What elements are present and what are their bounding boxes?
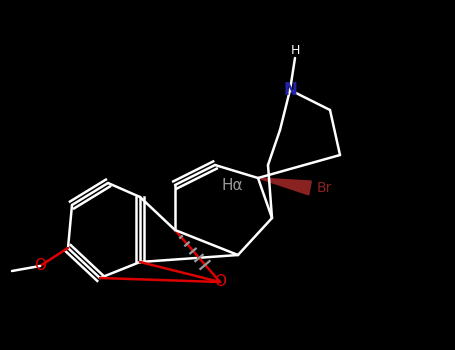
Text: O: O	[214, 274, 226, 289]
Text: N: N	[283, 81, 297, 99]
Text: Hα: Hα	[221, 177, 243, 192]
Text: O: O	[34, 259, 46, 273]
Text: H: H	[290, 43, 300, 56]
Text: Br: Br	[316, 181, 332, 195]
Polygon shape	[258, 178, 311, 195]
